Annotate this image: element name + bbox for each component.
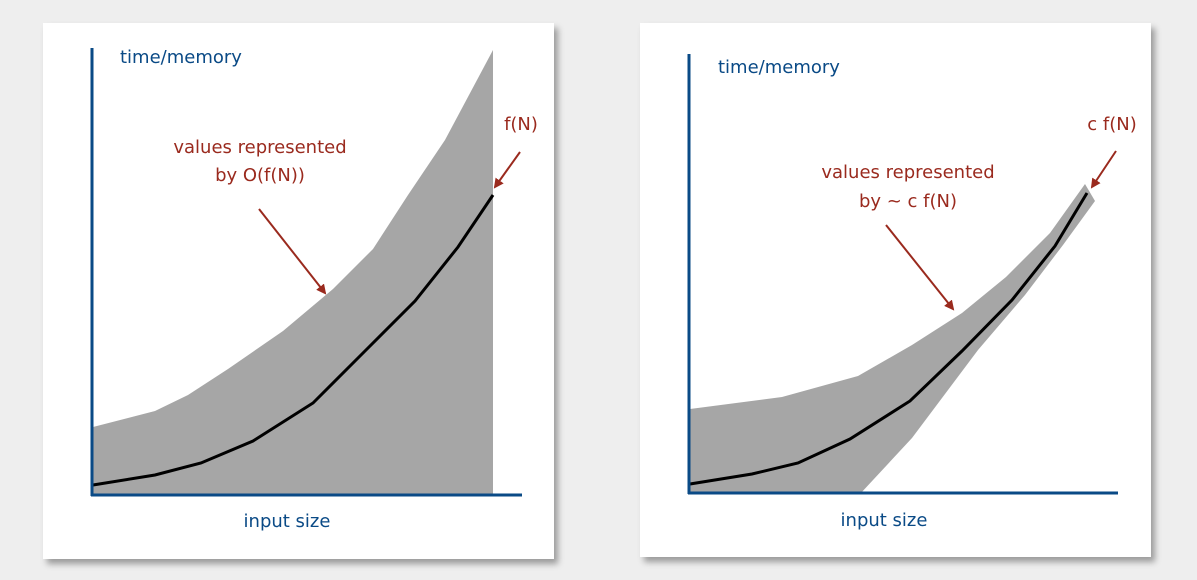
curve-label-arrow (493, 151, 521, 189)
y-axis-label: time/memory (718, 57, 840, 78)
y-axis-label: time/memory (120, 47, 242, 68)
big-o-region (93, 50, 493, 495)
x-axis-label: input size (244, 511, 331, 532)
region-label-line2: by O(f(N)) (215, 165, 305, 186)
big-o-diagram: time/memory input size f(N) values repre… (90, 47, 538, 532)
curve-label: f(N) (504, 114, 538, 135)
region-label-arrow (258, 208, 327, 295)
tilde-panel: time/memory input size c f(N) values rep… (640, 23, 1151, 557)
region-label-arrow (885, 224, 955, 311)
x-axis-label: input size (841, 510, 928, 531)
c-f-of-n-curve (689, 192, 1089, 486)
tilde-region (690, 184, 1095, 494)
region-label-line1: values represented (173, 137, 346, 158)
region-label-line1: values represented (821, 162, 994, 183)
tilde-diagram: time/memory input size c f(N) values rep… (687, 54, 1137, 531)
region-label-line2: by ~ c f(N) (859, 191, 957, 212)
big-o-panel: time/memory input size f(N) values repre… (43, 23, 554, 559)
curve-label: c f(N) (1087, 114, 1136, 135)
curve-label-arrow (1090, 150, 1117, 189)
f-of-n-curve (92, 194, 495, 487)
